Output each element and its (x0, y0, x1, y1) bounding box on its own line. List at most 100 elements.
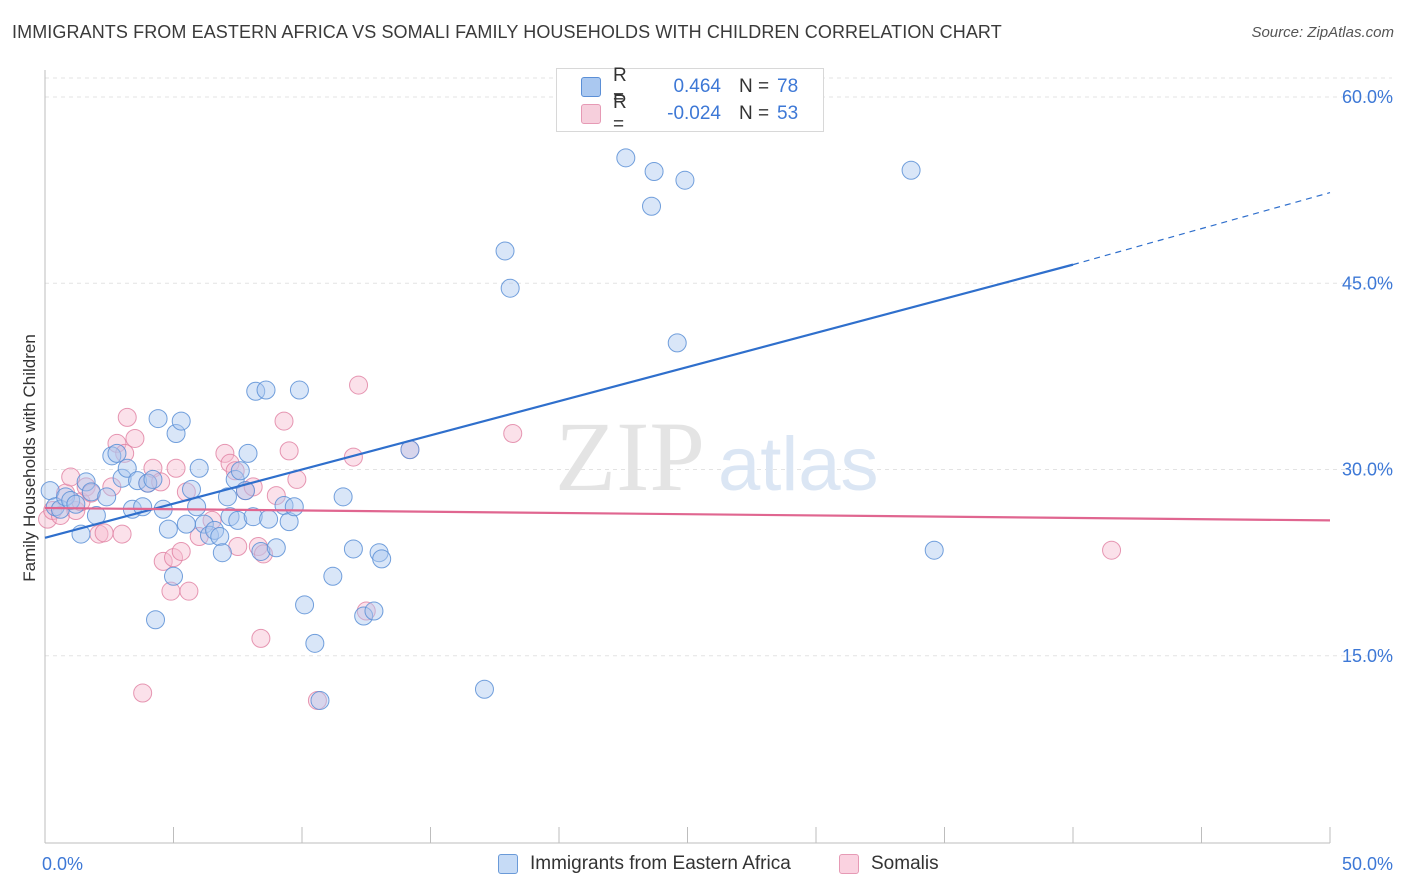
legend-row-somalis: R = -0.024 N = 53 (581, 92, 799, 135)
data-point-somalis (279, 441, 299, 461)
data-point-eastern-africa (343, 539, 363, 559)
legend-r-value: 0.464 (673, 76, 721, 97)
data-point-eastern-africa (81, 482, 101, 502)
data-point-somalis (66, 500, 86, 520)
data-point-eastern-africa (333, 487, 353, 507)
data-point-eastern-africa (146, 610, 166, 630)
data-point-eastern-africa (66, 494, 86, 514)
data-point-eastern-africa (212, 543, 232, 563)
axes (44, 70, 1331, 844)
data-point-eastern-africa (266, 538, 286, 558)
data-point-somalis (153, 551, 173, 571)
legend-r-label: R = (613, 92, 627, 135)
data-point-somalis (50, 505, 70, 525)
data-point-somalis (343, 447, 363, 467)
bottom-legend-swatch-blue (498, 854, 518, 874)
legend-swatch-pink (581, 104, 601, 124)
data-point-eastern-africa (56, 487, 76, 507)
trend-lines (44, 192, 1331, 539)
data-point-eastern-africa (354, 606, 374, 626)
data-point-somalis (266, 486, 286, 506)
data-point-eastern-africa (284, 497, 304, 517)
data-point-somalis (112, 524, 132, 544)
data-point-eastern-africa (616, 148, 636, 168)
correlation-legend: R = 0.464 N = 78 R = -0.024 N = 53 (556, 65, 824, 135)
somalis-points (38, 375, 1122, 710)
data-point-somalis (164, 548, 183, 568)
data-point-somalis (349, 375, 369, 395)
data-point-eastern-africa (228, 510, 248, 530)
data-point-eastern-africa (205, 520, 225, 540)
data-point-eastern-africa (305, 633, 325, 653)
data-point-eastern-africa (372, 549, 392, 569)
x-tick-label: 0.0% (42, 854, 83, 874)
legend-n-value: 78 (777, 76, 799, 97)
data-point-eastern-africa (97, 487, 117, 507)
data-point-eastern-africa (500, 278, 520, 298)
bottom-legend-swatch-pink (839, 854, 859, 874)
data-point-eastern-africa (323, 566, 343, 586)
legend-n-label: N = (739, 103, 770, 124)
bottom-legend-eastern-africa: Immigrants from Eastern Africa (498, 852, 791, 876)
data-point-eastern-africa (210, 527, 230, 547)
y-tick-label: 60.0% (1342, 87, 1393, 107)
legend-n-label: N = (739, 76, 770, 97)
y-tick-label: 45.0% (1342, 273, 1393, 293)
data-point-somalis (117, 407, 137, 427)
data-point-eastern-africa (310, 690, 330, 710)
data-point-somalis (94, 523, 114, 543)
x-tick-label: 50.0% (1342, 854, 1393, 874)
data-point-eastern-africa (230, 461, 250, 481)
data-point-eastern-africa (102, 446, 122, 466)
legend-r-label: R = (613, 65, 627, 108)
data-point-eastern-africa (901, 160, 921, 180)
data-point-somalis (215, 443, 235, 463)
data-point-somalis (133, 683, 153, 703)
watermark-atlas: atlas (718, 422, 879, 507)
data-point-somalis (503, 423, 523, 443)
data-point-eastern-africa (495, 241, 515, 261)
data-point-somalis (251, 628, 271, 648)
data-point-somalis (1102, 540, 1122, 560)
data-point-eastern-africa (187, 497, 207, 517)
legend-n-value: 53 (777, 103, 799, 124)
data-point-eastern-africa (924, 540, 944, 560)
data-point-eastern-africa (295, 595, 315, 615)
data-point-eastern-africa (243, 507, 263, 527)
data-point-somalis (107, 433, 127, 453)
data-point-eastern-africa (217, 487, 237, 507)
data-point-somalis (61, 467, 81, 487)
data-point-eastern-africa (171, 411, 191, 431)
data-point-somalis (166, 458, 186, 478)
grid (45, 77, 1392, 657)
legend-r-value: -0.024 (667, 103, 721, 124)
data-point-somalis (179, 581, 199, 601)
data-point-eastern-africa (238, 443, 258, 463)
data-point-eastern-africa (642, 196, 662, 216)
data-point-eastern-africa (181, 479, 201, 499)
watermark-zip: ZIP (555, 401, 705, 512)
data-point-somalis (171, 541, 191, 561)
data-point-eastern-africa (251, 541, 271, 561)
data-point-eastern-africa (364, 601, 384, 621)
trend-line-eastern-africa (44, 263, 1074, 539)
bottom-legend-somalis: Somalis (839, 852, 939, 876)
legend-row-eastern-africa: R = 0.464 N = 78 (581, 65, 799, 108)
data-point-eastern-africa (256, 380, 276, 400)
data-point-eastern-africa (675, 170, 695, 190)
legend-swatch-blue (581, 77, 601, 97)
data-point-eastern-africa (158, 519, 178, 539)
watermark: ZIP atlas (555, 401, 879, 512)
data-point-eastern-africa (259, 509, 279, 529)
tick-labels: 15.0% 30.0% 45.0% 60.0% 0.0% 50.0% (42, 87, 1393, 874)
trend-line-somalis (44, 506, 1331, 522)
data-point-eastern-africa (148, 409, 168, 429)
data-point-eastern-africa (194, 514, 214, 534)
data-point-eastern-africa (189, 458, 209, 478)
data-point-eastern-africa (112, 468, 132, 488)
source-label: Source: ZipAtlas.com (1251, 24, 1394, 41)
trend-line-eastern-africa-extension (1072, 192, 1331, 266)
data-point-eastern-africa (667, 333, 687, 353)
data-point-eastern-africa (166, 423, 186, 443)
